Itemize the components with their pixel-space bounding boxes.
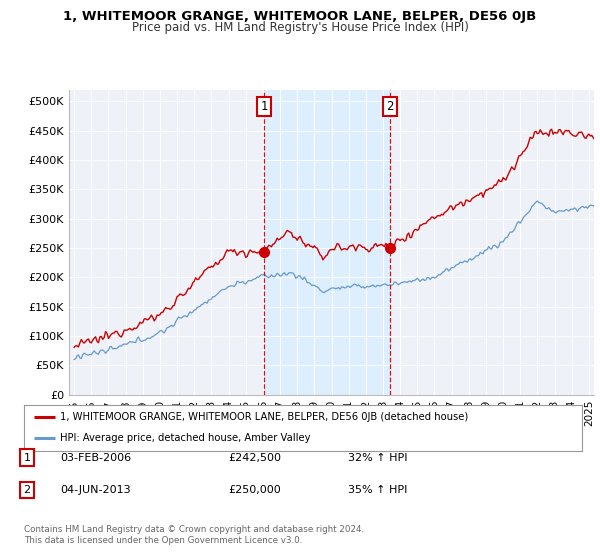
Text: 1: 1 <box>23 452 31 463</box>
Text: 35% ↑ HPI: 35% ↑ HPI <box>348 485 407 495</box>
Text: 1, WHITEMOOR GRANGE, WHITEMOOR LANE, BELPER, DE56 0JB: 1, WHITEMOOR GRANGE, WHITEMOOR LANE, BEL… <box>64 10 536 23</box>
Text: 03-FEB-2006: 03-FEB-2006 <box>60 452 131 463</box>
Text: HPI: Average price, detached house, Amber Valley: HPI: Average price, detached house, Ambe… <box>60 433 311 444</box>
Text: 1, WHITEMOOR GRANGE, WHITEMOOR LANE, BELPER, DE56 0JB (detached house): 1, WHITEMOOR GRANGE, WHITEMOOR LANE, BEL… <box>60 412 469 422</box>
Text: 04-JUN-2013: 04-JUN-2013 <box>60 485 131 495</box>
Text: 2: 2 <box>386 100 394 113</box>
Text: £242,500: £242,500 <box>228 452 281 463</box>
Text: 32% ↑ HPI: 32% ↑ HPI <box>348 452 407 463</box>
Bar <box>264 90 390 395</box>
Text: 1: 1 <box>260 100 268 113</box>
Text: 2: 2 <box>23 485 31 495</box>
Text: Contains HM Land Registry data © Crown copyright and database right 2024.
This d: Contains HM Land Registry data © Crown c… <box>24 525 364 545</box>
Text: £250,000: £250,000 <box>228 485 281 495</box>
Text: Price paid vs. HM Land Registry's House Price Index (HPI): Price paid vs. HM Land Registry's House … <box>131 21 469 34</box>
